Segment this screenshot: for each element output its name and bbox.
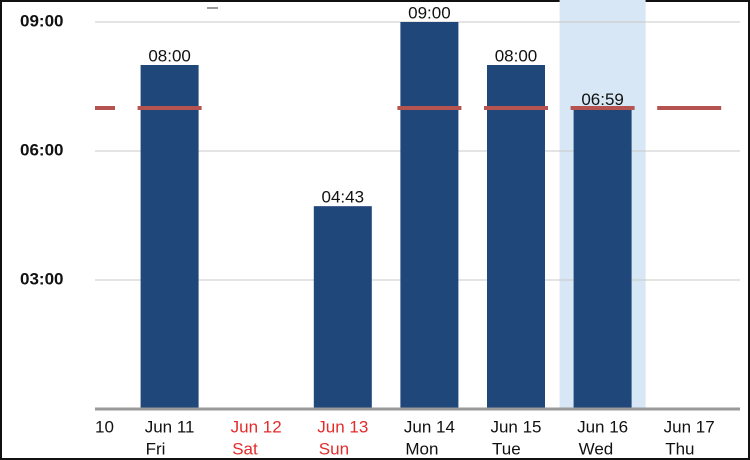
- value-label: 08:00: [495, 46, 538, 65]
- x-tick-label: Jun 17: [664, 417, 715, 436]
- x-tick-label: Jun 11: [145, 417, 195, 436]
- weekday-label: Sun: [319, 439, 349, 458]
- weekday-label: Tue: [492, 439, 521, 458]
- y-tick-label: 06:00: [20, 140, 63, 159]
- x-tick-label: Jun 16: [577, 417, 628, 436]
- x-tick-label: Jun 13: [317, 417, 368, 436]
- weekday-label: Fri: [146, 439, 166, 458]
- weekday-label: Sat: [232, 439, 258, 458]
- value-label: 09:00: [408, 3, 451, 22]
- y-tick-label: 03:00: [20, 269, 63, 288]
- x-tick-label: Jun 15: [490, 417, 541, 436]
- weekday-label: Wed: [579, 439, 614, 458]
- value-label: 04:43: [322, 188, 365, 207]
- bar: [400, 22, 459, 409]
- bar: [573, 108, 632, 409]
- value-label: 06:59: [581, 90, 624, 109]
- bar: [487, 65, 545, 409]
- y-tick-label: 09:00: [20, 11, 63, 30]
- weekday-label: Thu: [665, 439, 694, 458]
- x-tick-label: Jun 14: [404, 417, 455, 436]
- bar: [140, 65, 199, 409]
- x-tick-label: Jun 12: [231, 417, 282, 436]
- bar: [313, 206, 372, 409]
- value-label: 08:00: [148, 46, 191, 65]
- weekday-label: Mon: [405, 439, 438, 458]
- x-tick-label: 10: [95, 417, 114, 436]
